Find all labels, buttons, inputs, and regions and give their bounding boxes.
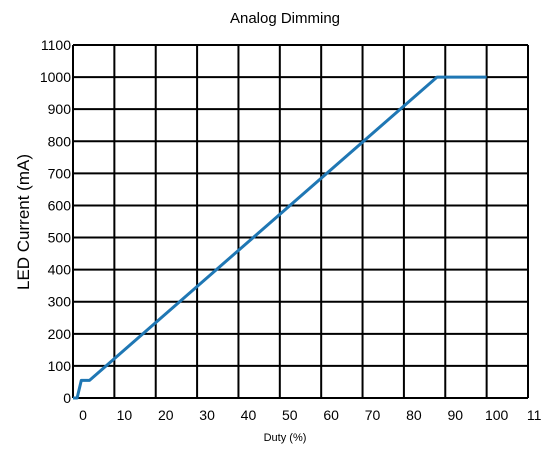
y-tick-label: 1100 (41, 37, 71, 53)
chart-title: Analog Dimming (230, 10, 340, 27)
y-tick-label: 600 (48, 197, 72, 213)
x-tick-label: 100 (485, 407, 509, 423)
y-tick-label: 400 (48, 262, 72, 278)
series-line-0 (73, 75, 487, 400)
x-tick-label: 110 (527, 407, 541, 423)
y-tick-label: 300 (48, 294, 72, 310)
x-tick-labels: 0 10 20 30 40 50 60 70 80 90 100 110 (79, 407, 541, 423)
y-tick-label: 100 (48, 358, 72, 374)
x-tick-label: 60 (323, 407, 339, 423)
y-tick-label: 0 (63, 390, 71, 406)
x-tick-label: 50 (282, 407, 298, 423)
x-tick-label: 30 (199, 407, 215, 423)
x-tick-label: 40 (241, 407, 257, 423)
x-tick-label: 90 (447, 407, 463, 423)
y-tick-label: 500 (48, 230, 72, 246)
grid (72, 44, 529, 399)
y-tick-label: 800 (48, 133, 72, 149)
y-axis-label: LED Current (mA) (14, 154, 33, 290)
y-tick-label: 900 (48, 101, 72, 117)
y-tick-label: 700 (48, 165, 72, 181)
x-tick-label: 70 (365, 407, 381, 423)
x-tick-label: 20 (158, 407, 174, 423)
y-tick-label: 200 (48, 326, 72, 342)
x-tick-label: 0 (79, 407, 87, 423)
x-tick-label: 10 (117, 407, 133, 423)
x-tick-label: 80 (406, 407, 422, 423)
y-tick-label: 1000 (40, 69, 71, 85)
x-axis-label: Duty (%) (264, 432, 307, 444)
series-layer (72, 75, 487, 400)
y-tick-labels: 0 100 200 300 400 500 600 700 800 900 1000 1100 (40, 37, 71, 406)
